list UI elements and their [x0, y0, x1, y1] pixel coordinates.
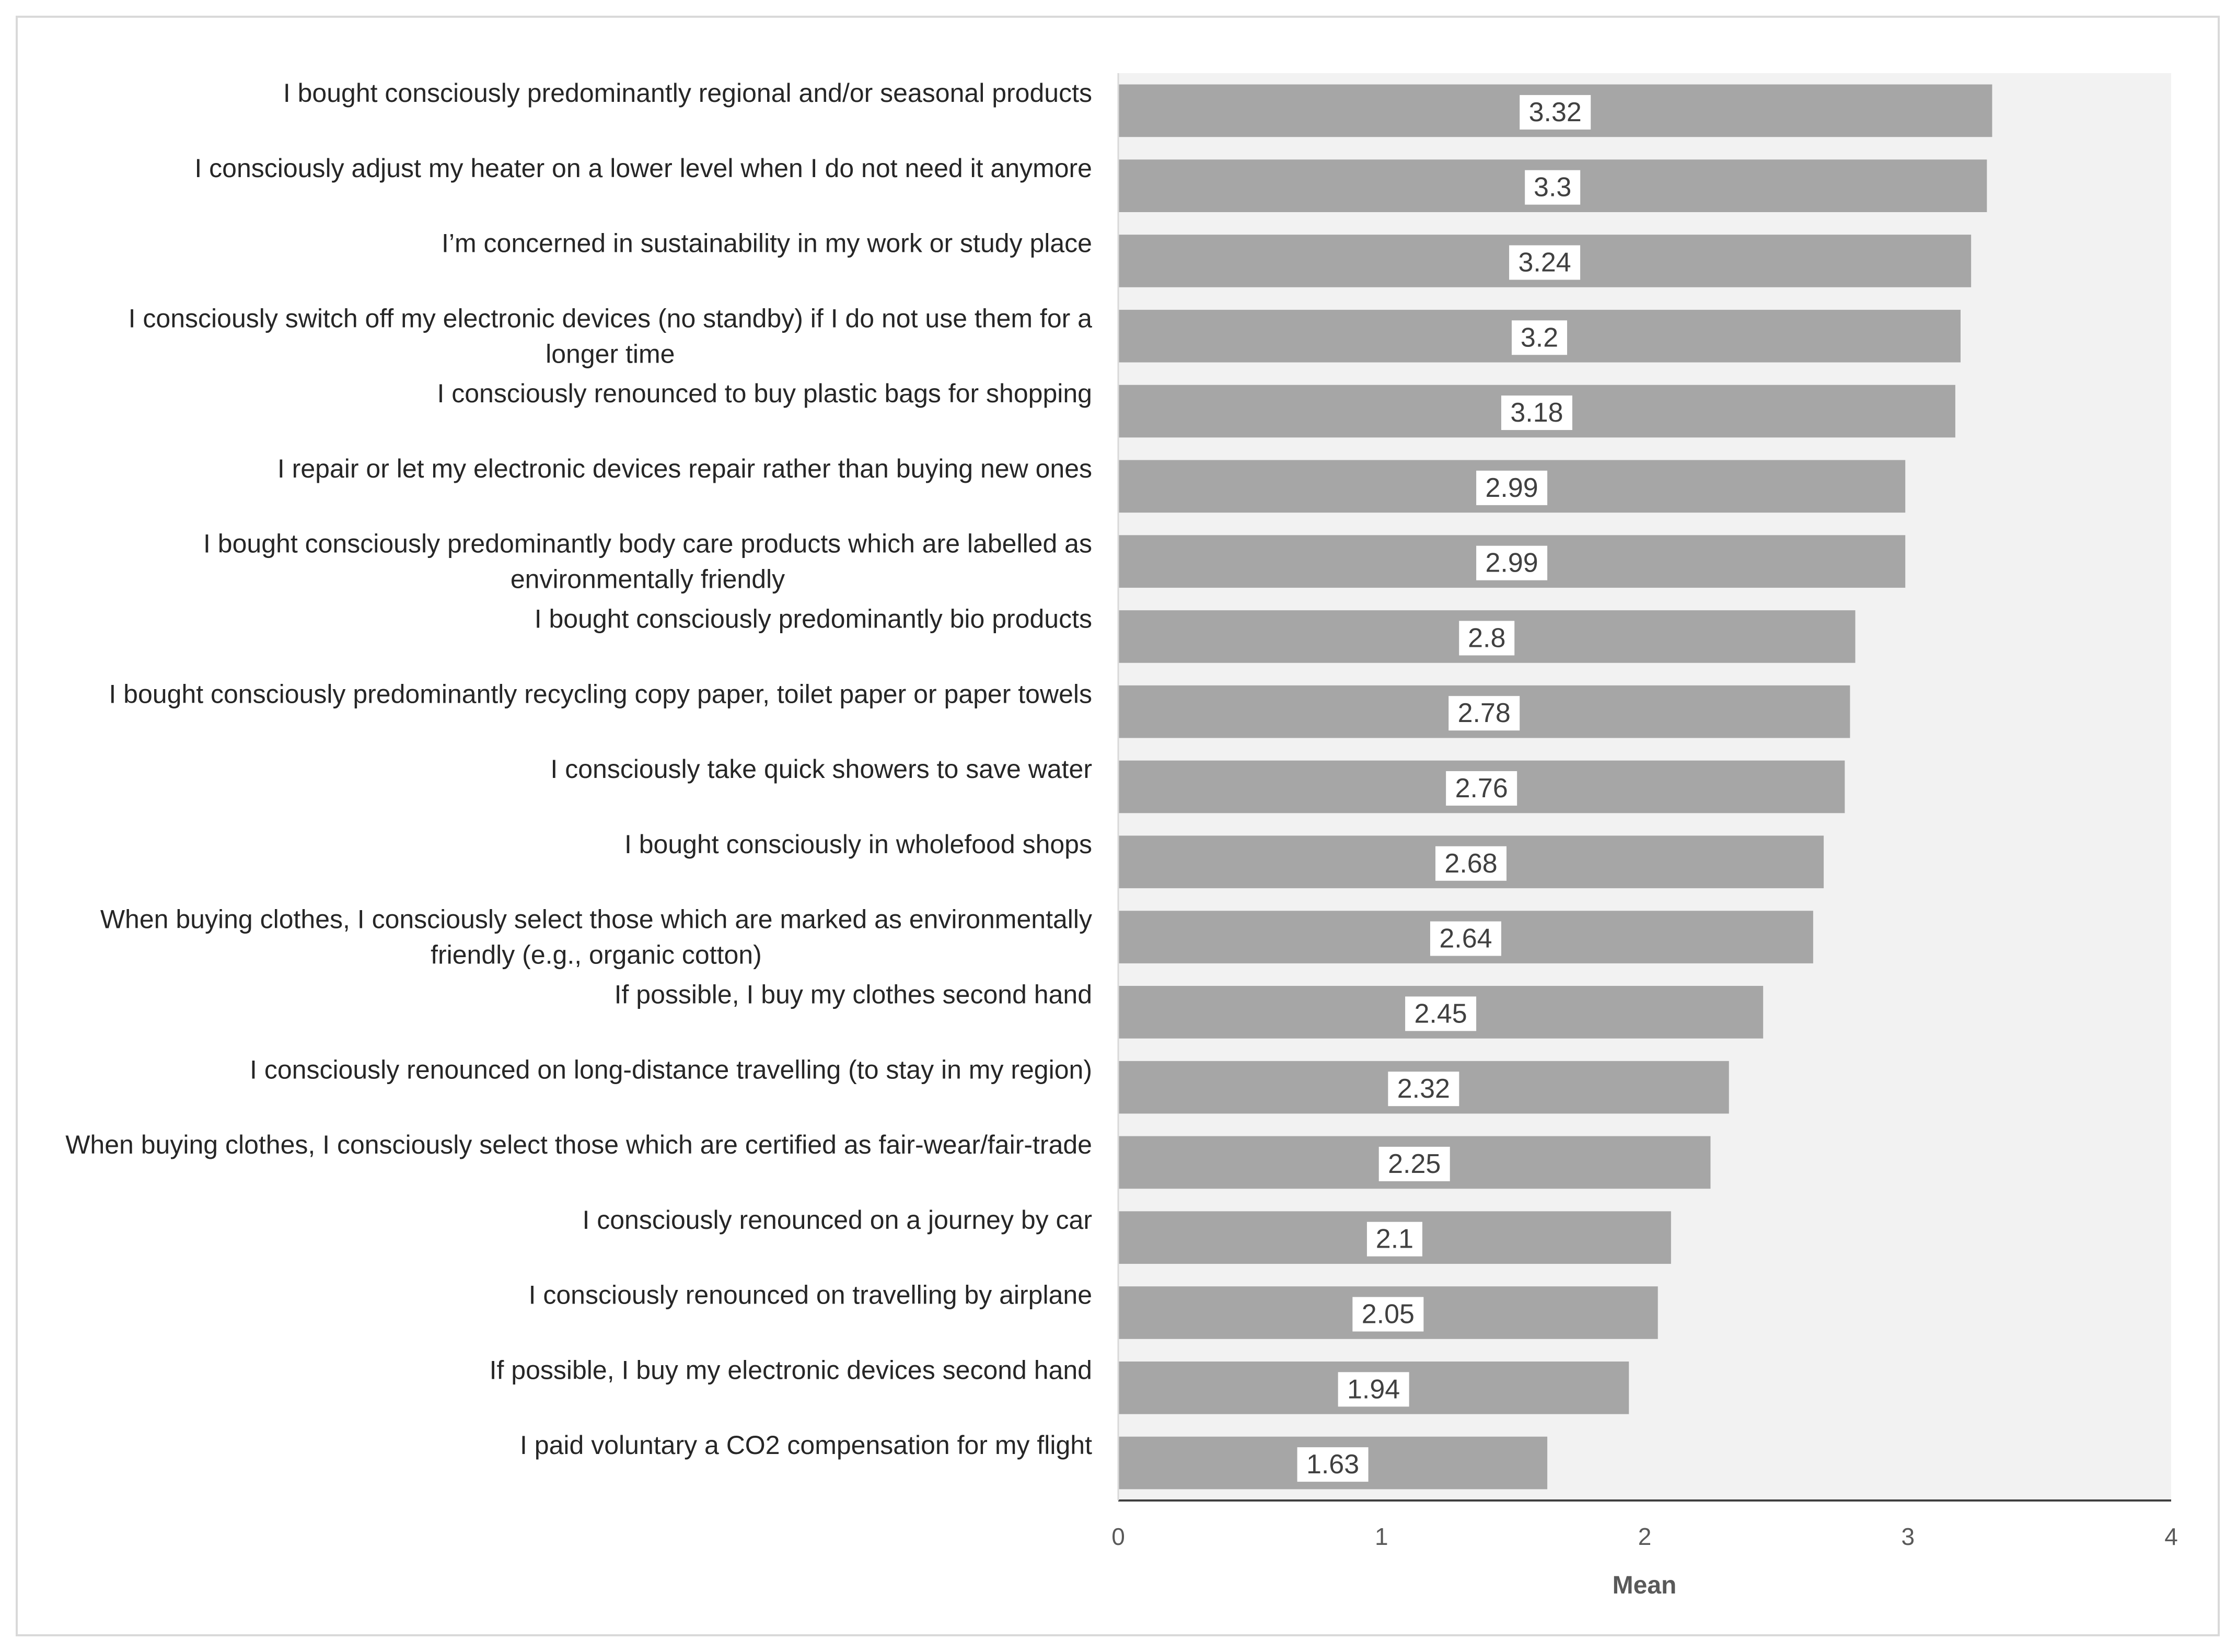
category-label-line: I consciously adjust my heater on a lowe…	[194, 154, 1092, 183]
x-tick-label-1: 1	[1375, 1523, 1388, 1550]
category-label-5: I consciously renounced to buy plastic b…	[437, 379, 1092, 408]
category-label-line: I consciously switch off my electronic d…	[129, 304, 1093, 333]
category-label-line: longer time	[546, 339, 675, 368]
category-label-line: If possible, I buy my electronic devices…	[490, 1355, 1092, 1385]
category-label-line: I paid voluntary a CO2 compensation for …	[520, 1430, 1092, 1460]
category-label-10: I consciously take quick showers to save…	[550, 754, 1092, 784]
data-label-5: 3.18	[1510, 398, 1563, 428]
category-label-line: I bought consciously predominantly bio p…	[535, 604, 1092, 634]
category-label-line: When buying clothes, I consciously selec…	[65, 1130, 1092, 1159]
data-label-7: 2.99	[1485, 548, 1538, 578]
category-label-line: I bought consciously in wholefood shops	[624, 830, 1092, 859]
data-label-2: 3.3	[1534, 172, 1571, 203]
data-label-box-10	[1446, 771, 1517, 806]
data-label-15: 2.25	[1388, 1149, 1441, 1179]
x-tick-label-3: 3	[1901, 1523, 1915, 1550]
category-labels: I bought consciously predominantly regio…	[65, 78, 1092, 1460]
category-label-line: I consciously renounced on long-distance…	[250, 1055, 1092, 1084]
data-label-10: 2.76	[1455, 773, 1508, 804]
data-label-14: 2.32	[1397, 1074, 1450, 1104]
data-label-19: 1.63	[1306, 1449, 1359, 1480]
data-label-box-8	[1459, 621, 1515, 656]
data-label-box-15	[1378, 1146, 1450, 1181]
category-label-8: I bought consciously predominantly bio p…	[535, 604, 1092, 634]
data-label-box-14	[1388, 1072, 1459, 1107]
data-label-box-12	[1430, 921, 1501, 956]
category-label-line: I bought consciously predominantly regio…	[283, 78, 1092, 108]
category-label-line: I’m concerned in sustainability in my wo…	[442, 229, 1092, 258]
category-label-6: I repair or let my electronic devices re…	[277, 454, 1092, 483]
data-label-box-6	[1476, 470, 1548, 505]
category-label-line: I consciously take quick showers to save…	[550, 754, 1092, 784]
category-label-line: If possible, I buy my clothes second han…	[615, 980, 1092, 1009]
category-label-1: I bought consciously predominantly regio…	[283, 78, 1092, 108]
x-axis-title: Mean	[1613, 1572, 1677, 1599]
category-label-line: friendly (e.g., organic cotton)	[431, 940, 762, 970]
x-axis-ticks: 0 1 2 3 4	[1111, 1523, 2178, 1550]
category-label-15: When buying clothes, I consciously selec…	[65, 1130, 1092, 1159]
data-label-box-9	[1448, 696, 1520, 731]
data-label-8: 2.8	[1468, 623, 1505, 653]
category-label-line: I bought consciously predominantly recyc…	[109, 679, 1092, 708]
data-label-box-1	[1520, 95, 1591, 130]
data-label-4: 3.2	[1521, 322, 1558, 353]
category-label-9: I bought consciously predominantly recyc…	[109, 679, 1092, 708]
data-label-box-7	[1476, 545, 1548, 580]
category-label-11: I bought consciously in wholefood shops	[624, 830, 1092, 859]
data-label-6: 2.99	[1485, 473, 1538, 503]
data-label-box-13	[1405, 996, 1477, 1031]
bars: 3.32 3.3 3.24 3.2 3.18 2.99 2.99 2.8 2.78 2.76 2.6…	[1118, 84, 1992, 1490]
data-label-16: 2.1	[1376, 1224, 1413, 1254]
category-label-line: I consciously renounced to buy plastic b…	[437, 379, 1092, 408]
data-label-3: 3.24	[1518, 247, 1571, 277]
data-label-13: 2.45	[1414, 998, 1467, 1029]
data-label-18: 1.94	[1347, 1374, 1400, 1404]
category-label-4: I consciously switch off my electronic d…	[129, 304, 1093, 368]
category-label-16: I consciously renounced on a journey by …	[582, 1205, 1092, 1235]
data-label-box-3	[1509, 245, 1581, 280]
data-label-box-18	[1338, 1372, 1409, 1407]
data-label-9: 2.78	[1458, 698, 1511, 728]
category-label-line: I consciously renounced on travelling by…	[529, 1281, 1092, 1310]
data-label-box-5	[1501, 395, 1572, 431]
category-label-line: When buying clothes, I consciously selec…	[100, 905, 1092, 934]
category-label-14: I consciously renounced on long-distance…	[250, 1055, 1092, 1084]
category-label-line: environmentally friendly	[511, 565, 785, 594]
data-label-11: 2.68	[1444, 848, 1497, 879]
category-label-18: If possible, I buy my electronic devices…	[490, 1355, 1092, 1385]
data-label-box-17	[1352, 1297, 1424, 1332]
data-label-box-19	[1297, 1447, 1369, 1482]
category-label-line: I consciously renounced on a journey by …	[582, 1205, 1092, 1235]
category-label-12: When buying clothes, I consciously selec…	[100, 905, 1092, 970]
data-label-box-4	[1512, 320, 1567, 355]
category-label-19: I paid voluntary a CO2 compensation for …	[520, 1430, 1092, 1460]
data-label-12: 2.64	[1439, 924, 1492, 954]
category-label-2: I consciously adjust my heater on a lowe…	[194, 154, 1092, 183]
x-tick-label-0: 0	[1111, 1523, 1125, 1550]
data-label-1: 3.32	[1529, 97, 1582, 127]
category-label-line: I bought consciously predominantly body …	[203, 529, 1092, 559]
category-label-line: I repair or let my electronic devices re…	[277, 454, 1092, 483]
category-label-3: I’m concerned in sustainability in my wo…	[442, 229, 1092, 258]
category-label-17: I consciously renounced on travelling by…	[529, 1281, 1092, 1310]
x-tick-label-4: 4	[2164, 1523, 2178, 1550]
category-label-13: If possible, I buy my clothes second han…	[615, 980, 1092, 1009]
data-label-box-16	[1366, 1221, 1422, 1257]
category-label-7: I bought consciously predominantly body …	[203, 529, 1092, 594]
x-tick-label-2: 2	[1638, 1523, 1652, 1550]
data-label-box-11	[1435, 846, 1507, 881]
data-label-17: 2.05	[1362, 1299, 1415, 1330]
data-label-box-2	[1525, 170, 1581, 205]
